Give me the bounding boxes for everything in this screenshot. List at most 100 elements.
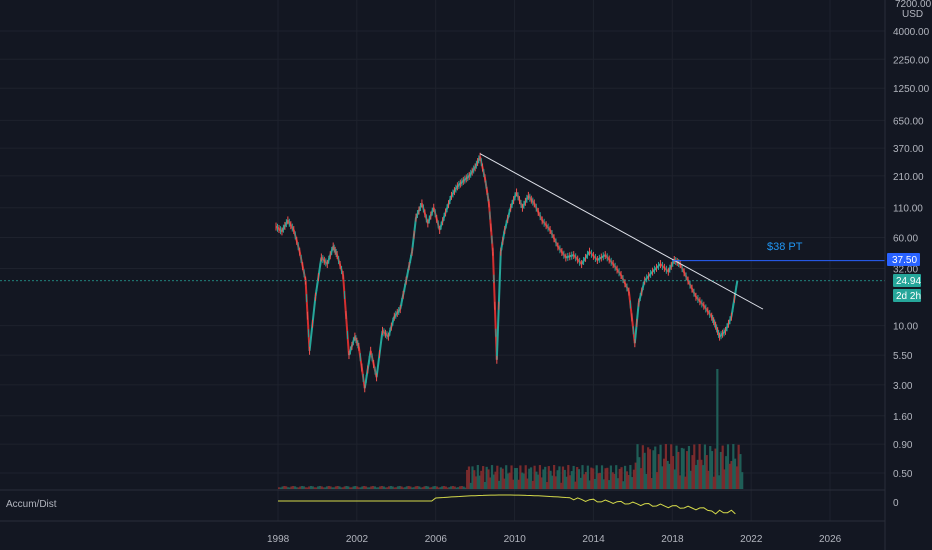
volume-bar: [483, 481, 487, 489]
volume-bar: [671, 456, 675, 489]
volume-bar: [288, 487, 291, 489]
volume-bar: [295, 487, 298, 489]
volume-bar: [427, 486, 430, 489]
volume-bar: [702, 465, 705, 489]
volume-bar: [446, 487, 449, 489]
volume-bar: [278, 487, 281, 489]
price-tick-label: 5.50: [893, 351, 913, 362]
volume-bar: [609, 465, 612, 489]
price-tick-label: 32.00: [893, 264, 918, 275]
volume-bar: [730, 460, 733, 489]
volume-bar: [416, 486, 419, 489]
time-tick-label: 2022: [740, 534, 763, 545]
volume-bar: [623, 465, 627, 489]
price-tick-label: 2250.00: [893, 55, 930, 66]
volume-bar: [423, 486, 426, 489]
volume-bar: [696, 459, 699, 489]
volume-bar: [505, 465, 508, 489]
volume-bar: [517, 479, 520, 489]
volume-bar: [561, 466, 565, 489]
volume-bar: [357, 487, 361, 489]
volume-bar: [542, 469, 545, 489]
volume-bar: [618, 468, 621, 489]
volume-bar: [492, 474, 495, 489]
volume-bar: [648, 449, 652, 489]
current-price-badge[interactable]: 24.94: [893, 274, 921, 287]
volume-bar: [364, 486, 368, 489]
volume-bar: [641, 445, 644, 489]
price-tick-label: 650.00: [893, 116, 924, 127]
volume-bar: [611, 472, 614, 489]
time-tick-label: 1998: [267, 534, 290, 545]
volume-bar: [331, 487, 334, 489]
volume-bar: [519, 465, 522, 489]
volume-bar: [299, 486, 302, 489]
volume-bar: [473, 470, 476, 489]
volume-bar: [544, 466, 547, 489]
volume-bar: [663, 458, 666, 489]
price-tick-label: 3.00: [893, 381, 913, 392]
time-tick-label: 2002: [346, 534, 369, 545]
volume-bar: [389, 486, 392, 489]
volume-bar: [471, 466, 474, 489]
volume-bar: [531, 480, 534, 489]
volume-bar: [553, 465, 556, 489]
volume-bar: [482, 466, 485, 489]
volume-bar: [350, 487, 353, 489]
volume-bar: [716, 369, 719, 489]
price-tick-label: 210.00: [893, 172, 924, 183]
volume-bar: [318, 486, 322, 489]
volume-bar: [664, 444, 667, 489]
price-tick-label: 10.00: [893, 322, 918, 333]
volume-bar: [659, 444, 662, 489]
volume-bar: [599, 472, 602, 489]
volume-bar: [382, 486, 385, 489]
price-axis-currency: USD: [902, 9, 923, 20]
volume-bar: [732, 444, 735, 489]
volume-bar: [308, 486, 311, 489]
indicator-name[interactable]: Accum/Dist: [6, 499, 57, 510]
volume-bar: [297, 487, 300, 489]
trendline[interactable]: [479, 153, 764, 310]
volume-bar: [691, 455, 694, 489]
volume-bar: [474, 476, 478, 489]
volume-bar: [588, 480, 591, 489]
volume-bar: [574, 481, 577, 489]
volume-bar: [414, 486, 417, 489]
volume-bar: [705, 455, 708, 489]
volume-bar: [581, 465, 584, 489]
volume-bar: [443, 486, 446, 489]
volume-bar: [647, 447, 650, 489]
volume-bar: [508, 472, 511, 489]
volume-bar: [434, 486, 437, 489]
volume-bar: [309, 486, 313, 489]
volume-bar: [558, 466, 561, 489]
volume-bar: [338, 486, 341, 489]
volume-bar: [501, 468, 504, 489]
volume-bar: [739, 454, 742, 489]
volume-bar: [586, 465, 589, 489]
volume-bar: [444, 486, 447, 489]
volume-bar: [515, 467, 518, 489]
volume-bar: [372, 486, 375, 489]
target-price-badge[interactable]: 37.50: [887, 253, 920, 266]
volume-bar: [513, 468, 517, 489]
volume-bar: [528, 468, 531, 489]
volume-bar: [363, 486, 366, 489]
price-axis-top-value: 7200.00: [895, 0, 932, 10]
time-axis[interactable]: 1998 2002 2006 2010 2014 2018 2022 2026: [267, 534, 842, 545]
volume-bar: [522, 473, 526, 489]
volume-bar: [631, 477, 634, 489]
volume-bar: [661, 466, 664, 489]
bar-countdown-badge[interactable]: 2d 2h: [893, 289, 921, 302]
volume-bar: [521, 472, 524, 489]
volume-bar: [524, 465, 527, 489]
volume-bar: [311, 486, 314, 489]
volume-bar: [327, 486, 330, 489]
volume-bar: [670, 444, 673, 489]
price-target-annotation[interactable]: $38 PT: [767, 241, 803, 253]
volume-bar: [455, 487, 458, 489]
volume-bar: [281, 486, 284, 489]
price-axis[interactable]: 7200.00 USD 4000.00 2250.00 1250.00 650.00 3…: [893, 0, 932, 480]
